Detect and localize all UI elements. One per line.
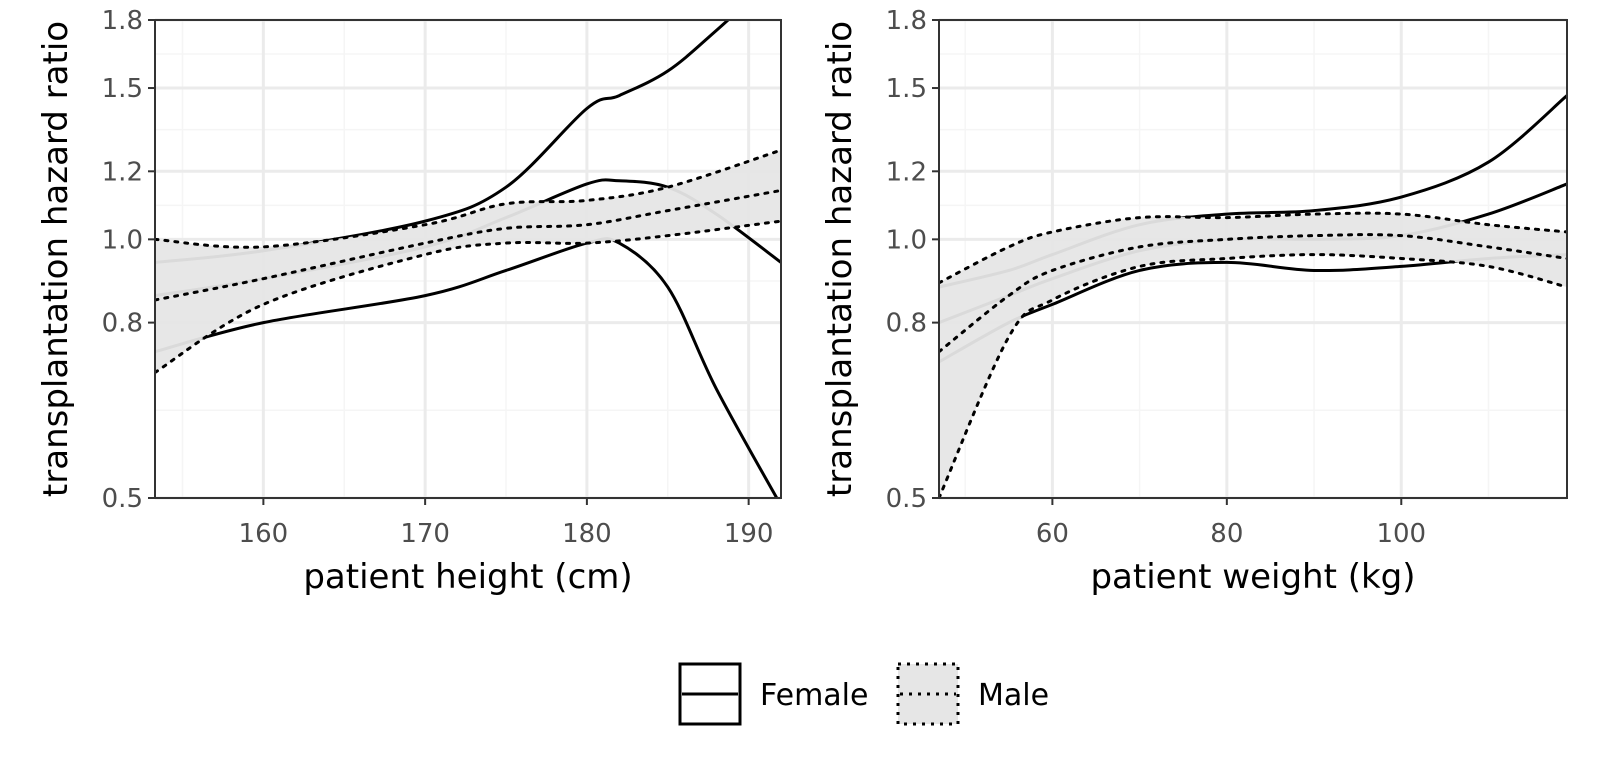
panel-border	[938, 19, 1568, 499]
y-tick-label: 0.8	[102, 309, 143, 339]
panel-height: 0.5 0.8 1.0 1.2 1.5 1.8 160 170 180 190 patient he…	[36, 6, 782, 597]
y-tick-label: 1.5	[102, 74, 143, 104]
ci-band-male	[155, 150, 781, 373]
x-tick-label: 190	[724, 519, 774, 549]
legend: Female Male	[678, 662, 1049, 726]
plot-area	[939, 94, 1567, 498]
x-tick-label: 180	[562, 519, 612, 549]
y-tick-label: 0.8	[886, 309, 927, 339]
y-tick-label: 1.2	[102, 157, 143, 187]
legend-label-female: Female	[760, 678, 868, 713]
y-tick-label: 1.5	[886, 74, 927, 104]
series-male-upper	[939, 211, 1567, 285]
series-male-estimate	[939, 233, 1567, 354]
y-tick-label: 1.8	[102, 6, 143, 36]
series-male-lower	[155, 219, 781, 374]
panel-weight: 0.5 0.8 1.0 1.2 1.5 1.8 60 80 100 patient weight …	[820, 6, 1568, 597]
y-axis-title: transplantation hazard ratio	[36, 21, 76, 497]
y-tick-label: 0.5	[102, 484, 143, 514]
plot-area	[155, 20, 781, 498]
x-tick-label: 60	[1036, 519, 1069, 549]
y-axis-title: transplantation hazard ratio	[820, 21, 860, 497]
series-female-lower	[155, 237, 779, 498]
y-tick-label: 1.8	[886, 6, 927, 36]
x-tick-label: 170	[400, 519, 450, 549]
y-tick-label: 1.2	[886, 157, 927, 187]
x-tick-label: 100	[1376, 519, 1426, 549]
x-tick-label: 80	[1210, 519, 1243, 549]
x-axis-title: patient weight (kg)	[1090, 557, 1415, 597]
series-male-lower	[939, 253, 1567, 498]
panel-border	[154, 19, 782, 499]
x-axis-title: patient height (cm)	[303, 557, 632, 597]
ci-band-male	[939, 213, 1567, 498]
y-tick-label: 0.5	[886, 484, 927, 514]
legend-label-male: Male	[978, 678, 1049, 713]
y-tick-label: 1.0	[102, 225, 143, 255]
x-tick-label: 160	[239, 519, 289, 549]
series-male-estimate	[155, 188, 781, 302]
y-tick-label: 1.0	[886, 225, 927, 255]
series-male-upper	[155, 148, 781, 249]
